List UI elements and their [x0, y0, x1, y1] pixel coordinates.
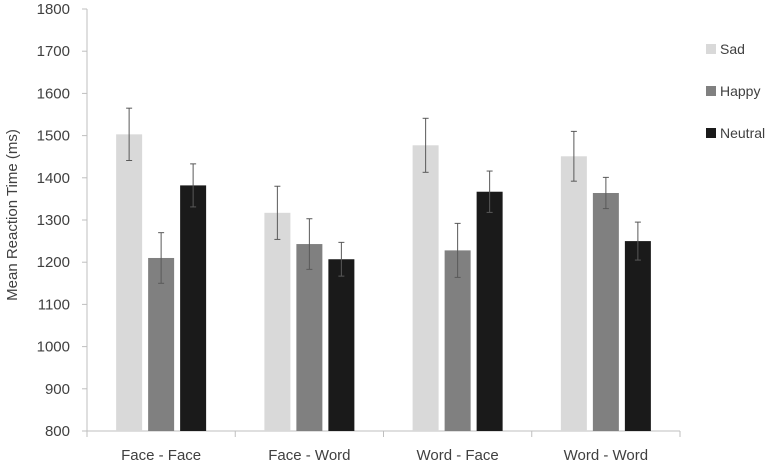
bar-happy [444, 250, 471, 431]
y-tick-label: 1100 [38, 296, 70, 313]
error-bar [338, 241, 345, 277]
y-tick-label: 1200 [37, 254, 70, 271]
bars [116, 134, 651, 432]
error-bar [126, 107, 133, 161]
legend-label: Neutral [720, 125, 765, 141]
y-tick-label: 900 [45, 381, 70, 398]
y-tick-label: 1400 [37, 170, 70, 187]
legend: Sad Happy Neutral [706, 41, 765, 141]
legend-label: Sad [720, 41, 745, 57]
bar-happy [592, 192, 619, 431]
bar-neutral [624, 241, 651, 431]
bar-sad [264, 212, 291, 431]
bar-sad [560, 156, 587, 431]
error-bar [422, 117, 429, 173]
error-bar [158, 232, 165, 284]
error-bar [306, 218, 313, 270]
y-tick-label: 1800 [37, 1, 70, 18]
legend-item-neutral: Neutral [706, 125, 765, 141]
legend-item-sad: Sad [706, 41, 745, 57]
y-tick-label: 1000 [37, 339, 70, 356]
error-bar [634, 221, 641, 261]
error-bar [454, 222, 461, 278]
bar-sad [412, 145, 439, 431]
y-tick-label: 800 [45, 423, 70, 440]
x-category-label: Face - Face [121, 447, 201, 464]
x-category-label: Face - Word [268, 447, 350, 464]
bar-happy [148, 257, 175, 431]
legend-label: Happy [720, 83, 760, 99]
bar-happy [296, 244, 323, 431]
legend-item-happy: Happy [706, 83, 760, 99]
bar-sad [116, 134, 143, 432]
y-tick-label: 1600 [37, 85, 70, 102]
bar-neutral [180, 185, 207, 431]
bar-neutral [476, 191, 503, 431]
error-bar [602, 176, 609, 210]
error-bar [486, 170, 493, 213]
error-bars [126, 107, 641, 284]
legend-swatch [706, 128, 716, 138]
y-axis-title: Mean Reaction Time (ms) [4, 129, 21, 301]
bar-neutral [328, 259, 355, 431]
y-tick-label: 1700 [37, 43, 70, 60]
error-bar [570, 130, 577, 182]
y-tick-label: 1300 [37, 212, 70, 229]
error-bar [274, 185, 281, 240]
x-category-label: Word - Word [564, 447, 648, 464]
y-axis: 800 900 1000 1100 1200 1300 1400 1500 1600 1700 18… [37, 1, 88, 440]
legend-swatch [706, 86, 716, 96]
error-bar [190, 163, 197, 208]
x-axis: Face - Face Face - Word Word - Face Word - … [86, 430, 681, 464]
y-tick-label: 1500 [37, 128, 70, 145]
legend-swatch [706, 44, 716, 54]
x-category-label: Word - Face [417, 447, 499, 464]
